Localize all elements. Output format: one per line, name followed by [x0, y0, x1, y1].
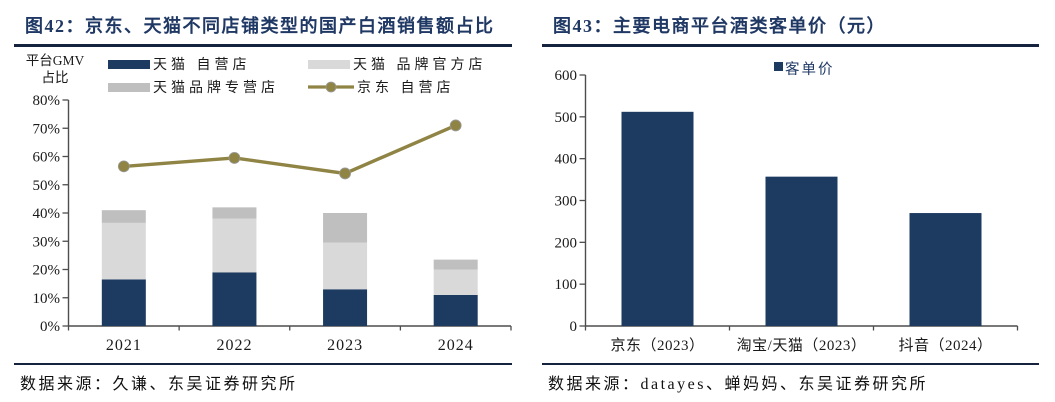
x-tick-label: 抖音（2024） — [898, 337, 992, 354]
y-tick-label: 500 — [555, 110, 578, 126]
x-tick-label: 2023 — [327, 337, 363, 354]
line-marker — [339, 167, 351, 180]
legend-item: 天猫品牌专营店 — [108, 78, 308, 96]
legend-label: 天猫品牌专营店 — [153, 81, 279, 96]
y-tick-label: 70% — [33, 121, 61, 137]
y-axis-label: 平台GMV 占比 — [22, 52, 88, 86]
line-marker — [228, 152, 241, 164]
legend-item: 天猫 自营店 — [108, 55, 308, 73]
figure-42-title: 图42：京东、天猫不同店铺类型的国产白酒销售额占比 — [25, 16, 495, 36]
y-tick-label: 50% — [33, 178, 61, 194]
line-marker — [117, 160, 130, 173]
bar-segment — [323, 242, 368, 290]
figure-43-panel: 图43：主要电商平台酒类客单价（元） 客单价 0 100 200 300 400 500 6… — [528, 0, 1055, 402]
x-tick-label: 2021 — [106, 337, 142, 354]
bar-segment — [323, 213, 368, 243]
legend-item: 天猫 品牌官方店 — [308, 55, 487, 73]
y-tick-label: 200 — [555, 235, 578, 251]
bar-segment — [433, 294, 478, 326]
bar-chart: 0 100 200 300 400 500 600 京东（2023） 淘宝/天猫（2023） 抖音… — [555, 68, 1019, 354]
y-tick-label: 600 — [555, 68, 578, 84]
figure-43-title-rule — [542, 44, 1039, 47]
y-tick-label: 100 — [555, 277, 578, 293]
bar-segment — [212, 207, 257, 219]
y-axis-label-line2: 占比 — [41, 70, 69, 85]
bar-segment — [101, 279, 146, 326]
figure-42-panel: 图42：京东、天猫不同店铺类型的国产白酒销售额占比 平台GMV 占比 天猫 自营… — [14, 16, 512, 393]
line-marker — [449, 119, 462, 132]
bar-segment — [101, 210, 146, 223]
bar-segment — [101, 222, 146, 280]
figure-42-title-rule — [14, 44, 512, 47]
y-tick-label: 400 — [555, 152, 578, 168]
legend-label: 客单价 — [785, 62, 835, 78]
line-series — [122, 123, 458, 176]
x-tick-label: 京东（2023） — [610, 337, 704, 354]
figure-43-footer-rule — [542, 363, 1039, 365]
figure-43-title: 图43：主要电商平台酒类客单价（元） — [553, 16, 886, 36]
legend-swatch-icon — [108, 59, 150, 69]
stacked-bar-line-chart: 0% 10% 20% 30% 40% 50% 60% 70% 80% 2021 2022 2023 20… — [33, 93, 512, 354]
bar-segment — [433, 259, 478, 270]
y-tick-label: 0% — [40, 319, 60, 335]
legend-label: 天猫 品牌官方店 — [353, 58, 487, 73]
figure-42-data-source: 数据来源：久谦、东吴证券研究所 — [20, 376, 298, 393]
legend-swatch-icon — [774, 62, 783, 71]
bar-segment — [433, 269, 478, 295]
legend-swatch-icon — [308, 59, 350, 69]
bar-segment — [621, 111, 694, 327]
legend-label: 天猫 自营店 — [153, 58, 251, 73]
figure-42-footer-rule — [14, 363, 512, 365]
figure-42-legend: 天猫 自营店 天猫 品牌官方店天猫品牌专营店 京东 自营店 — [108, 55, 487, 96]
figure-43-legend: 客单价 — [774, 58, 835, 79]
bar-segment — [212, 272, 257, 326]
y-tick-label: 40% — [33, 206, 61, 222]
x-tick-label: 2022 — [216, 337, 252, 354]
y-tick-label: 80% — [33, 93, 61, 109]
y-tick-label: 30% — [33, 234, 61, 250]
legend-label: 京东 自营店 — [357, 81, 455, 96]
legend-item: 京东 自营店 — [308, 78, 487, 96]
y-tick-label: 60% — [33, 150, 61, 166]
y-axis-label-line1: 平台GMV — [25, 53, 85, 68]
x-tick-label: 2024 — [438, 337, 474, 354]
legend-line-swatch-icon — [308, 81, 354, 93]
y-tick-label: 10% — [33, 291, 61, 307]
bar-segment — [323, 289, 368, 326]
y-tick-label: 20% — [33, 263, 61, 279]
y-tick-label: 0 — [570, 319, 578, 335]
bar-segment — [909, 213, 982, 326]
legend-swatch-icon — [108, 82, 150, 92]
figure-43-data-source: 数据来源：datayes、蝉妈妈、东吴证券研究所 — [548, 376, 928, 393]
x-tick-label: 淘宝/天猫（2023） — [737, 337, 867, 354]
bar-segment — [212, 218, 257, 273]
bar-segment — [765, 176, 838, 326]
y-tick-label: 300 — [555, 194, 578, 210]
